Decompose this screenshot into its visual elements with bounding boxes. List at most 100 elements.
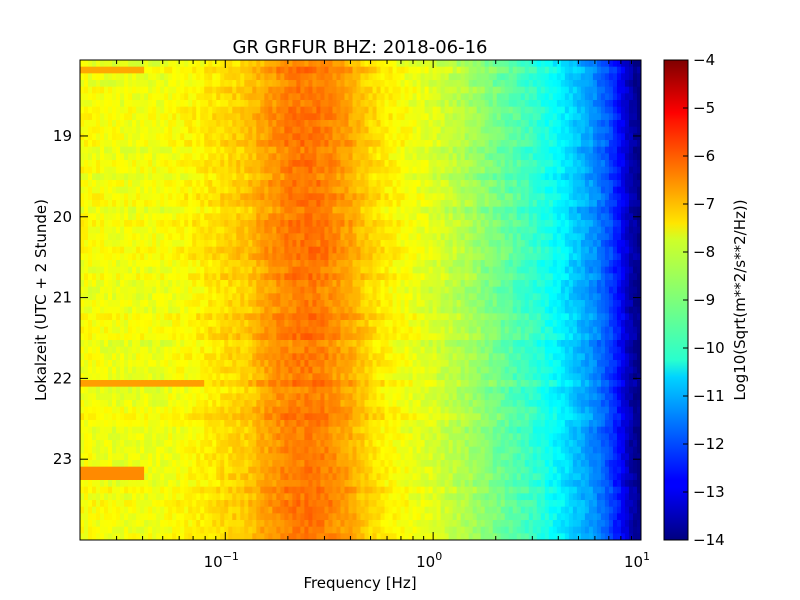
heatmap-cell [332, 253, 338, 261]
heatmap-cell [172, 306, 177, 314]
heatmap-cell [92, 173, 97, 181]
heatmap-cell [80, 93, 85, 101]
heatmap-cell [156, 300, 161, 308]
heatmap-cell [128, 420, 133, 428]
heatmap-cell [80, 460, 85, 468]
heatmap-cell [192, 266, 197, 274]
heatmap-cell [220, 480, 225, 488]
heatmap-cell [260, 100, 265, 108]
heatmap-cell [156, 286, 161, 294]
heatmap-cell [172, 166, 177, 174]
heatmap-cell [320, 513, 326, 521]
heatmap-cell [348, 173, 354, 181]
heatmap-cell [332, 366, 338, 374]
heatmap-cell [196, 60, 201, 68]
heatmap-cell [332, 233, 338, 241]
heatmap-cell [320, 493, 326, 501]
heatmap-cell [192, 426, 197, 434]
heatmap-cell [172, 426, 177, 434]
heatmap-cell [136, 213, 141, 221]
heatmap-cell [200, 373, 205, 381]
heatmap-cell [88, 453, 93, 461]
heatmap-cell [196, 466, 201, 474]
heatmap-cell [292, 393, 297, 401]
heatmap-cell [216, 386, 221, 394]
heatmap-cell [248, 206, 253, 214]
heatmap-cell [288, 73, 293, 81]
heatmap-cell [208, 326, 213, 334]
heatmap-cell [340, 180, 346, 188]
heatmap-cell [164, 60, 169, 68]
heatmap-cell [120, 526, 125, 534]
heatmap-cell [296, 386, 301, 394]
heatmap-cell [296, 486, 301, 494]
heatmap-cell [200, 513, 205, 521]
heatmap-cell [312, 266, 318, 274]
heatmap-cell [280, 313, 285, 321]
heatmap-cell [260, 513, 265, 521]
heatmap-cell [324, 506, 330, 514]
heatmap-cell [304, 126, 310, 134]
heatmap-cell [304, 460, 310, 468]
heatmap-cell [188, 66, 193, 74]
heatmap-cell [84, 66, 89, 74]
heatmap-cell [136, 493, 141, 501]
heatmap-cell [336, 133, 342, 141]
heatmap-cell [328, 280, 334, 288]
heatmap-cell [152, 426, 157, 434]
heatmap-cell [336, 420, 342, 428]
heatmap-cell [140, 446, 145, 454]
heatmap-cell [232, 286, 237, 294]
heatmap-cell [324, 300, 330, 308]
heatmap-cell [88, 433, 93, 441]
heatmap-cell [236, 220, 241, 228]
heatmap-cell [100, 86, 105, 94]
heatmap-cell [84, 300, 89, 308]
heatmap-cell [312, 140, 318, 148]
heatmap-cell [144, 453, 149, 461]
heatmap-cell [224, 113, 229, 121]
heatmap-cell [244, 246, 249, 254]
heatmap-cell [212, 100, 217, 108]
heatmap-cell [128, 340, 133, 348]
heatmap-cell [328, 233, 334, 241]
heatmap-cell [168, 466, 173, 474]
heatmap-cell [136, 240, 141, 248]
heatmap-cell [196, 386, 201, 394]
heatmap-cell [88, 200, 93, 208]
heatmap-cell [104, 286, 109, 294]
heatmap-cell [208, 380, 213, 388]
heatmap-cell [276, 406, 281, 414]
heatmap-cell [148, 433, 153, 441]
heatmap-cell [92, 440, 97, 448]
heatmap-cell [304, 66, 310, 74]
heatmap-cell [284, 200, 289, 208]
heatmap-cell [344, 93, 350, 101]
heatmap-cell [312, 186, 318, 194]
heatmap-cell [104, 313, 109, 321]
heatmap-cell [348, 293, 354, 301]
heatmap-cell [120, 393, 125, 401]
heatmap-cell [304, 486, 310, 494]
heatmap-cell [188, 140, 193, 148]
heatmap-cell [272, 453, 277, 461]
heatmap-cell [148, 226, 153, 234]
heatmap-cell [344, 80, 350, 88]
heatmap-cell [120, 286, 125, 294]
heatmap-cell [140, 440, 145, 448]
heatmap-cell [240, 406, 245, 414]
heatmap-cell [328, 213, 334, 221]
heatmap-cell [172, 446, 177, 454]
heatmap-cell [232, 80, 237, 88]
heatmap-cell [220, 140, 225, 148]
heatmap-cell [268, 340, 273, 348]
heatmap-cell [336, 113, 342, 121]
heatmap-cell [272, 366, 277, 374]
heatmap-cell [300, 320, 305, 328]
heatmap-cell [124, 500, 129, 508]
heatmap-cell [180, 366, 185, 374]
heatmap-cell [188, 313, 193, 321]
heatmap-cell [292, 506, 297, 514]
heatmap-cell [304, 400, 310, 408]
heatmap-cell [236, 226, 241, 234]
